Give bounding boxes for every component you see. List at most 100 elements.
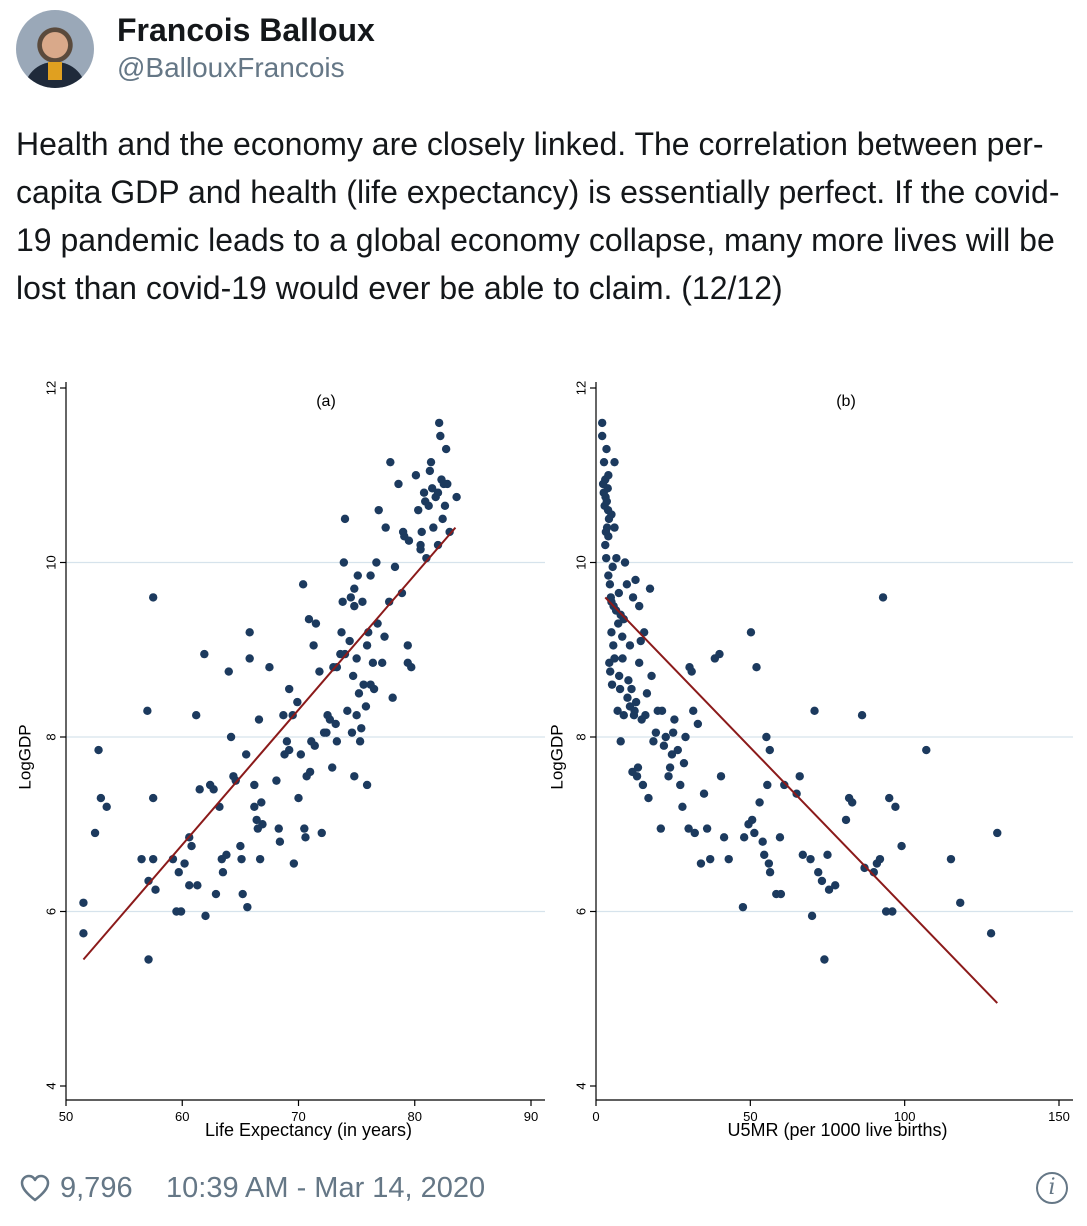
data-point [645,584,655,593]
data-point [602,497,612,506]
data-point [195,785,204,794]
data-point [348,671,358,681]
data-point [361,702,371,711]
data-point [289,859,299,868]
data-point [438,514,447,524]
info-icon[interactable]: i [1036,1172,1068,1204]
data-point [192,710,201,720]
data-point [148,854,158,864]
data-point [798,850,808,859]
x-axis-label: U5MR (per 1000 live births) [727,1120,947,1140]
data-point [618,654,627,663]
data-point [665,763,675,772]
x-tick-label: 80 [408,1109,422,1124]
data-point [241,750,251,759]
data-point [433,540,443,550]
data-point [362,780,372,790]
data-point [765,868,775,877]
data-point [332,663,342,672]
data-point [427,484,437,493]
data-point [294,793,303,803]
data-point [416,540,425,550]
data-point [425,466,435,476]
data-point [881,907,891,916]
display-name[interactable]: Francois Balloux [117,12,375,48]
data-point [601,553,611,563]
data-point [426,457,436,467]
tweet-text: Health and the economy are closely linke… [16,126,1060,306]
data-point [623,693,632,702]
data-point [245,628,254,637]
x-axis-label: Life Expectancy (in years) [205,1120,412,1140]
data-point [368,658,378,668]
heart-icon[interactable] [20,1174,50,1210]
like-count[interactable]: 9,796 [60,1172,133,1204]
data-point [250,802,259,811]
data-point [237,854,246,864]
data-point [624,676,633,685]
data-point [857,710,867,720]
x-tick-label: 70 [291,1109,305,1124]
data-point [347,728,357,737]
data-point [350,772,359,781]
data-point [332,737,342,746]
x-tick-label: 90 [524,1109,538,1124]
data-point [659,741,669,750]
data-point [338,597,347,606]
data-point [411,471,421,480]
data-point [274,824,283,833]
data-point [275,837,285,846]
data-point [209,785,218,794]
data-point [607,628,616,637]
data-point [350,601,359,611]
data-point [738,902,748,912]
data-point [878,593,888,602]
y-tick-label: 4 [43,1082,58,1089]
data-point [404,536,414,545]
data-point [211,889,221,899]
data-point [885,793,894,803]
data-point [417,527,426,537]
data-point [300,824,309,833]
data-point [664,772,673,781]
data-point [243,902,252,912]
data-point [632,772,642,781]
data-point [613,706,622,716]
y-tick-label: 10 [573,555,588,569]
avatar-collar [48,62,62,80]
data-point [625,641,635,650]
data-point [331,719,340,729]
data-point [222,850,231,859]
data-point [776,889,786,899]
data-point [986,929,996,938]
y-axis-label: LogGDP [547,724,566,789]
data-point [257,798,266,807]
data-point [433,488,443,497]
data-point [424,501,433,510]
user-handle[interactable]: @BallouxFrancois [117,52,345,83]
avatar[interactable] [16,10,94,88]
data-point [746,628,756,637]
data-point [597,418,607,428]
data-point [201,911,210,921]
data-point [806,854,815,864]
data-point [679,758,689,768]
tweet-timestamp[interactable]: 10:39 AM - Mar 14, 2020 [166,1172,486,1204]
data-point [607,680,617,689]
data-point [897,841,906,851]
data-point [946,854,956,864]
data-point [96,793,106,803]
data-point [362,641,372,650]
data-point [309,641,318,650]
data-point [258,820,267,829]
data-point [614,671,624,681]
x-tick-label: 60 [175,1109,189,1124]
data-point [325,715,335,724]
data-point [622,580,632,589]
data-point [693,719,703,729]
data-point [690,828,699,838]
data-point [699,789,709,798]
data-point [250,780,259,790]
data-point [310,741,319,750]
data-point [386,457,395,467]
